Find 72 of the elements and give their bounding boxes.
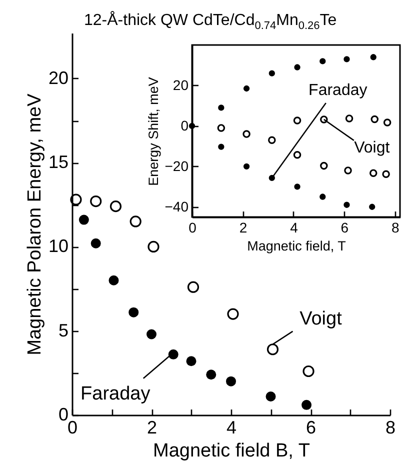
point bbox=[90, 238, 101, 248]
point bbox=[146, 329, 156, 340]
point bbox=[188, 122, 196, 130]
point bbox=[70, 194, 82, 206]
x-tick-label: 2 bbox=[239, 220, 248, 236]
point bbox=[266, 344, 279, 356]
y-tick-label: 5 bbox=[58, 320, 68, 340]
y-tick-label: −40 bbox=[164, 198, 189, 214]
point bbox=[320, 162, 328, 170]
point bbox=[293, 116, 302, 124]
point bbox=[370, 115, 379, 124]
x-axis-title: Magnetic field, T bbox=[247, 238, 346, 254]
y-tick-label: 10 bbox=[48, 236, 68, 256]
x-tick-label: 4 bbox=[290, 220, 298, 236]
point bbox=[293, 151, 302, 159]
y-tick-label: −20 bbox=[164, 158, 189, 174]
y-tick-label: 15 bbox=[48, 152, 68, 172]
point bbox=[186, 356, 196, 366]
point bbox=[168, 349, 178, 360]
x-tick-label: 6 bbox=[340, 220, 349, 236]
point bbox=[206, 370, 216, 380]
point bbox=[383, 118, 392, 126]
y-axis-title: Energy Shift, meV bbox=[146, 77, 161, 186]
point bbox=[268, 70, 275, 76]
y-axis-title: Magnetic Polaron Energy, meV bbox=[24, 93, 46, 356]
y-tick-label: 20 bbox=[172, 76, 189, 93]
point bbox=[369, 169, 378, 177]
annotation: Faraday bbox=[308, 82, 368, 99]
point bbox=[217, 124, 226, 132]
point bbox=[294, 184, 300, 190]
annotation: Voigt bbox=[354, 139, 390, 156]
point bbox=[344, 166, 352, 174]
point bbox=[78, 214, 89, 225]
point bbox=[302, 400, 312, 410]
y-tick-label: 0 bbox=[180, 117, 189, 134]
point bbox=[90, 195, 102, 208]
x-axis-title: Magnetic field B, T bbox=[152, 440, 310, 462]
point bbox=[268, 136, 276, 144]
annotation: Voigt bbox=[300, 308, 343, 330]
point bbox=[148, 240, 160, 253]
point bbox=[218, 104, 224, 111]
point bbox=[266, 392, 276, 402]
point bbox=[345, 114, 354, 122]
point bbox=[130, 216, 142, 228]
point bbox=[344, 56, 350, 62]
point bbox=[370, 54, 376, 60]
x-tick-label: 2 bbox=[146, 418, 158, 438]
y-tick-label: 20 bbox=[48, 68, 68, 88]
y-tick-label: 0 bbox=[58, 404, 68, 424]
x-tick-label: 6 bbox=[306, 418, 316, 438]
point bbox=[344, 202, 350, 208]
chart-title: 12-Å-thick QW CdTe/Cd$_{0.74}$Mn$_{0.26}$Te bbox=[84, 12, 337, 32]
point bbox=[242, 130, 250, 138]
point bbox=[110, 200, 122, 212]
point bbox=[320, 194, 326, 200]
point bbox=[243, 163, 250, 170]
point bbox=[369, 204, 376, 210]
point bbox=[187, 281, 200, 293]
point bbox=[227, 308, 239, 320]
point bbox=[243, 85, 250, 92]
point bbox=[226, 376, 236, 386]
annotation: Faraday bbox=[80, 383, 151, 404]
x-tick-label: 4 bbox=[226, 418, 237, 438]
point bbox=[320, 58, 326, 64]
point bbox=[218, 144, 224, 150]
point bbox=[302, 365, 314, 378]
x-tick-label: 8 bbox=[392, 220, 400, 236]
point bbox=[128, 307, 139, 318]
point bbox=[294, 64, 300, 70]
x-tick-label: 8 bbox=[385, 418, 396, 438]
point bbox=[382, 170, 390, 178]
point bbox=[108, 275, 119, 286]
